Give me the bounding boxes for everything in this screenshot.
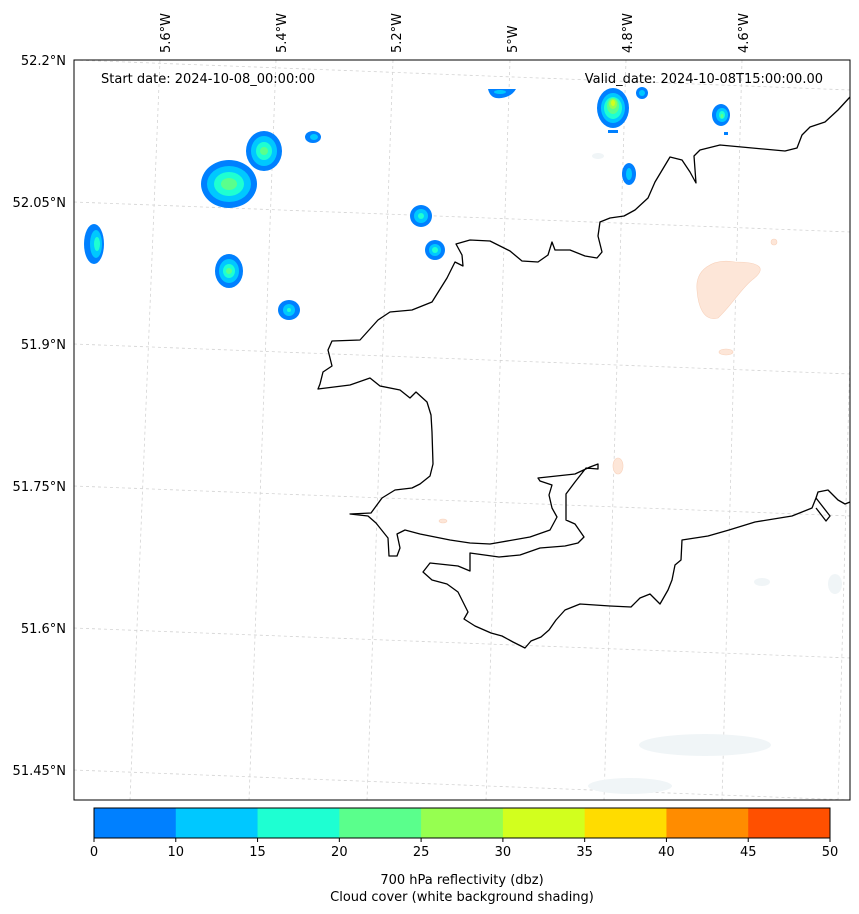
cloud-patch	[592, 153, 604, 159]
lon-label: 4.6°W	[737, 13, 752, 53]
lat-label: 51.45°N	[13, 764, 66, 779]
cloud-shading	[588, 153, 842, 794]
colorbar-tick-label: 50	[822, 845, 839, 860]
lon-label: 5.6°W	[159, 13, 174, 53]
lat-label: 51.6°N	[21, 622, 66, 637]
reflectivity-cell	[597, 88, 629, 133]
lon-label: 4.8°W	[621, 13, 636, 53]
coastline-east-headland	[815, 489, 850, 505]
colorbar-swatch	[502, 808, 586, 838]
shade-patch	[438, 518, 448, 524]
colorbar-tick-label: 30	[495, 845, 512, 860]
cloud-patch	[588, 778, 672, 794]
colorbar-tick-label: 0	[90, 845, 98, 860]
start-date-label: Start date: 2024-10-08_00:00:00	[101, 72, 315, 87]
cloud-patch	[828, 574, 842, 594]
low-level-shading	[438, 238, 778, 524]
colorbar-tick-label: 20	[331, 845, 348, 860]
reflectivity-cell	[201, 160, 257, 208]
shade-patch	[612, 457, 624, 475]
lat-label: 51.75°N	[13, 480, 66, 495]
reflectivity-cells	[84, 87, 730, 320]
reflectivity-cell	[488, 89, 516, 99]
colorbar-tick-label: 10	[168, 845, 185, 860]
reflectivity-cell	[712, 104, 730, 135]
lat-label: 52.2°N	[21, 54, 66, 69]
shade-patch	[696, 260, 761, 319]
colorbar: 0 10 15 20 25 30 35 40 45 50 700 hPa reflectivity…	[90, 807, 838, 905]
map-plot-area	[74, 60, 850, 800]
cloud-patch	[754, 578, 770, 586]
cloud-patch	[639, 734, 771, 756]
longitude-labels: 5.6°W 5.4°W 5.2°W 5°W 4.8°W 4.6°W	[159, 13, 752, 53]
reflectivity-cell	[305, 131, 321, 143]
colorbar-swatch	[584, 808, 667, 838]
reflectivity-cell	[84, 224, 104, 264]
colorbar-ticks: 0 10 15 20 25 30 35 40 45 50	[90, 838, 838, 860]
colorbar-label-reflectivity: 700 hPa reflectivity (dbz)	[380, 873, 543, 888]
lat-label: 52.05°N	[13, 196, 66, 211]
colorbar-tick-label: 45	[740, 845, 757, 860]
lon-label: 5.2°W	[390, 13, 405, 53]
reflectivity-cell	[215, 254, 243, 288]
colorbar-swatch	[175, 808, 259, 838]
colorbar-tick-label: 35	[576, 845, 593, 860]
colorbar-label-cloud-cover: Cloud cover (white background shading)	[330, 890, 594, 905]
colorbar-swatch	[94, 808, 177, 838]
colorbar-tick-label: 15	[249, 845, 266, 860]
latitude-labels: 52.2°N 52.05°N 51.9°N 51.75°N 51.6°N 51.…	[13, 54, 66, 779]
reflectivity-cell	[246, 131, 282, 171]
valid-date-label: Valid_date: 2024-10-08T15:00:00.00	[585, 72, 823, 87]
shade-patch	[770, 238, 778, 246]
shade-patch	[718, 348, 734, 356]
reflectivity-cell	[622, 163, 636, 185]
lon-label: 5.4°W	[275, 13, 290, 53]
reflectivity-cell	[636, 87, 648, 99]
map-frame-background	[74, 60, 850, 800]
lon-label: 5°W	[506, 25, 521, 53]
reflectivity-cell	[425, 240, 445, 260]
colorbar-tick-label: 40	[658, 845, 675, 860]
coastline	[317, 96, 850, 649]
coastline-north-shore	[317, 96, 850, 649]
colorbar-swatch	[339, 808, 422, 838]
colorbar-swatch	[257, 808, 340, 838]
reflectivity-cell	[278, 300, 300, 320]
colorbar-swatch	[748, 808, 831, 838]
colorbar-swatch	[666, 808, 749, 838]
colorbar-swatches	[94, 808, 831, 838]
colorbar-border	[93, 807, 831, 839]
lat-label: 51.9°N	[21, 338, 66, 353]
map-frame-border	[73, 59, 851, 801]
colorbar-swatch	[421, 808, 504, 838]
reflectivity-cell	[410, 205, 432, 227]
colorbar-tick-label: 25	[413, 845, 430, 860]
